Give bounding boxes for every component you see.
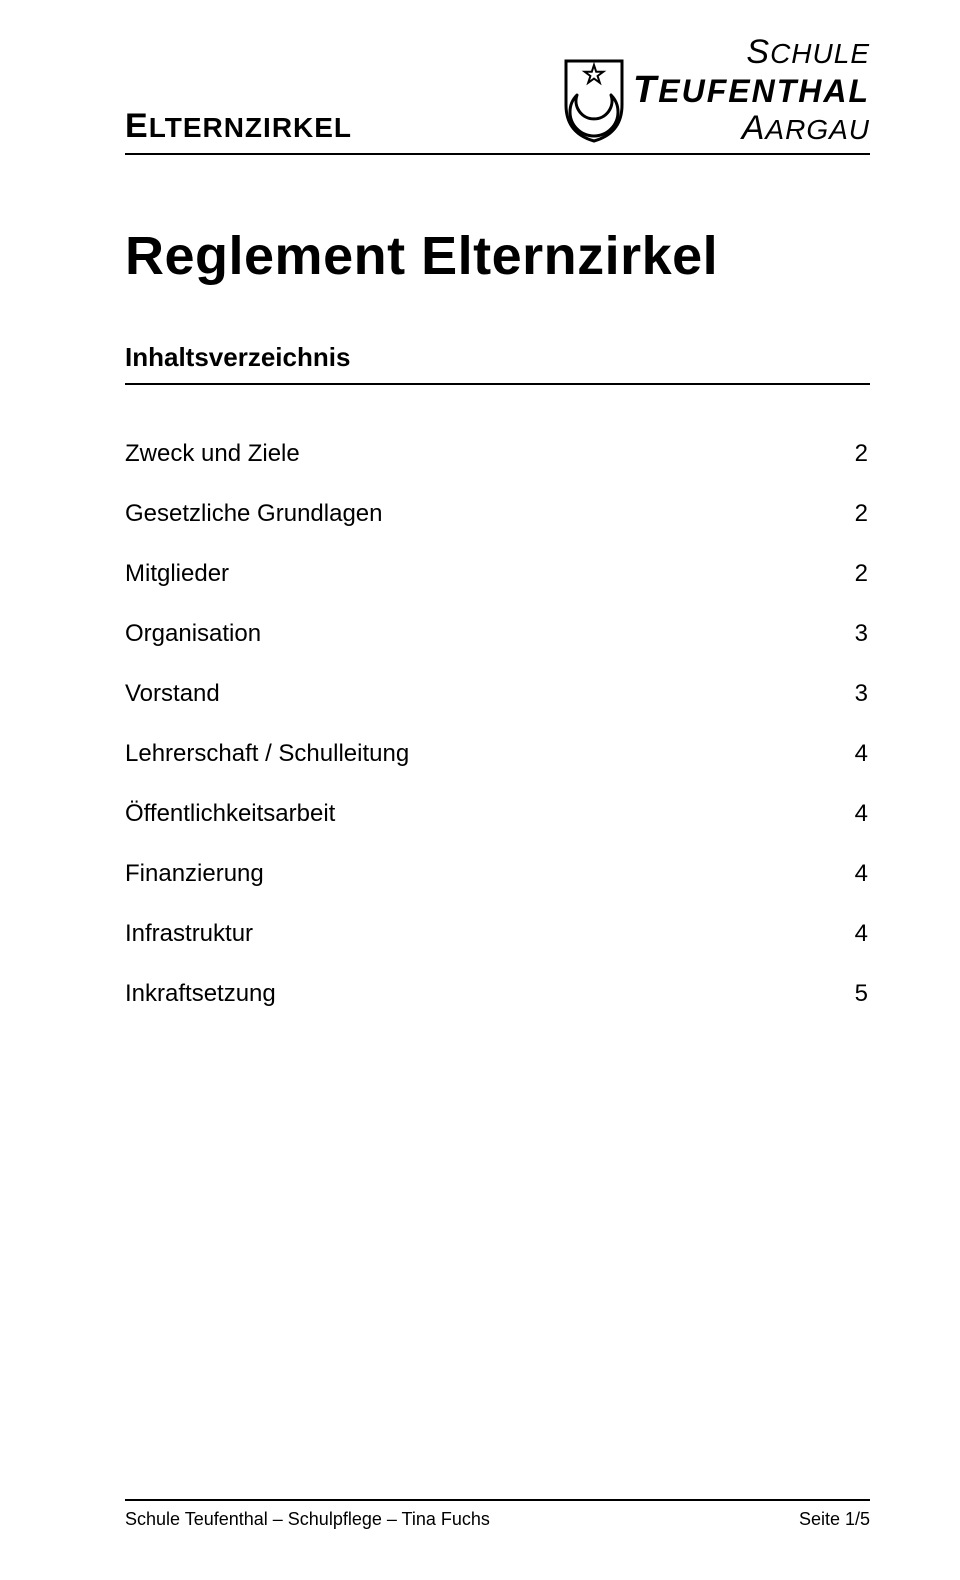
toc-label: Zweck und Ziele	[125, 440, 300, 468]
toc-label: Gesetzliche Grundlagen	[125, 500, 382, 528]
toc-row: Infrastruktur 4	[125, 920, 870, 948]
toc-label: Organisation	[125, 620, 261, 648]
toc-label: Öffentlichkeitsarbeit	[125, 800, 335, 828]
brand-first-letter: E	[125, 107, 149, 145]
page-header: ELTERNZIRKEL SCHULE TEUFENTHAL AARGA	[125, 35, 870, 155]
toc-page-number: 4	[855, 800, 870, 828]
header-left: ELTERNZIRKEL	[125, 107, 352, 148]
toc-page-number: 5	[855, 980, 870, 1008]
toc-row: Mitglieder 2	[125, 560, 870, 588]
brand-title: ELTERNZIRKEL	[125, 112, 352, 143]
toc-label: Inkraftsetzung	[125, 980, 276, 1008]
brand-rest: LTERNZIRKEL	[149, 112, 352, 143]
toc-label: Mitglieder	[125, 560, 229, 588]
toc-page-number: 4	[855, 860, 870, 888]
toc: Zweck und Ziele2Gesetzliche Grundlagen2M…	[125, 440, 870, 1040]
toc-page-number: 4	[855, 920, 870, 948]
toc-label: Lehrerschaft / Schulleitung	[125, 740, 409, 768]
document-title: Reglement Elternzirkel	[125, 225, 870, 287]
toc-page-number: 2	[855, 440, 870, 468]
school-line-1: SCHULE	[746, 35, 870, 71]
toc-label: Finanzierung	[125, 860, 264, 888]
toc-row: Organisation 3	[125, 620, 870, 648]
toc-row: Gesetzliche Grundlagen 2	[125, 500, 870, 528]
toc-row: Zweck und Ziele 2	[125, 440, 870, 468]
school-line-3: AARGAU	[742, 111, 870, 147]
toc-row: Öffentlichkeitsarbeit 4	[125, 800, 870, 828]
toc-page-number: 2	[855, 500, 870, 528]
header-right: SCHULE TEUFENTHAL AARGAU	[561, 35, 870, 148]
toc-page-number: 2	[855, 560, 870, 588]
toc-page-number: 3	[855, 680, 870, 708]
footer-left: Schule Teufenthal – Schulpflege – Tina F…	[125, 1509, 490, 1530]
page-footer: Schule Teufenthal – Schulpflege – Tina F…	[125, 1499, 870, 1530]
school-name-block: SCHULE TEUFENTHAL AARGAU	[633, 35, 870, 148]
toc-row: Inkraftsetzung 5	[125, 980, 870, 1008]
toc-heading: Inhaltsverzeichnis	[125, 342, 870, 385]
footer-right: Seite 1/5	[799, 1509, 870, 1530]
page: ELTERNZIRKEL SCHULE TEUFENTHAL AARGA	[0, 0, 960, 1580]
toc-row: Vorstand 3	[125, 680, 870, 708]
toc-label: Vorstand	[125, 680, 220, 708]
toc-page-number: 3	[855, 620, 870, 648]
school-line-2: TEUFENTHAL	[633, 71, 870, 111]
toc-row: Finanzierung 4	[125, 860, 870, 888]
toc-page-number: 4	[855, 740, 870, 768]
crest-icon	[561, 59, 627, 148]
toc-label: Infrastruktur	[125, 920, 253, 948]
toc-row: Lehrerschaft / Schulleitung 4	[125, 740, 870, 768]
